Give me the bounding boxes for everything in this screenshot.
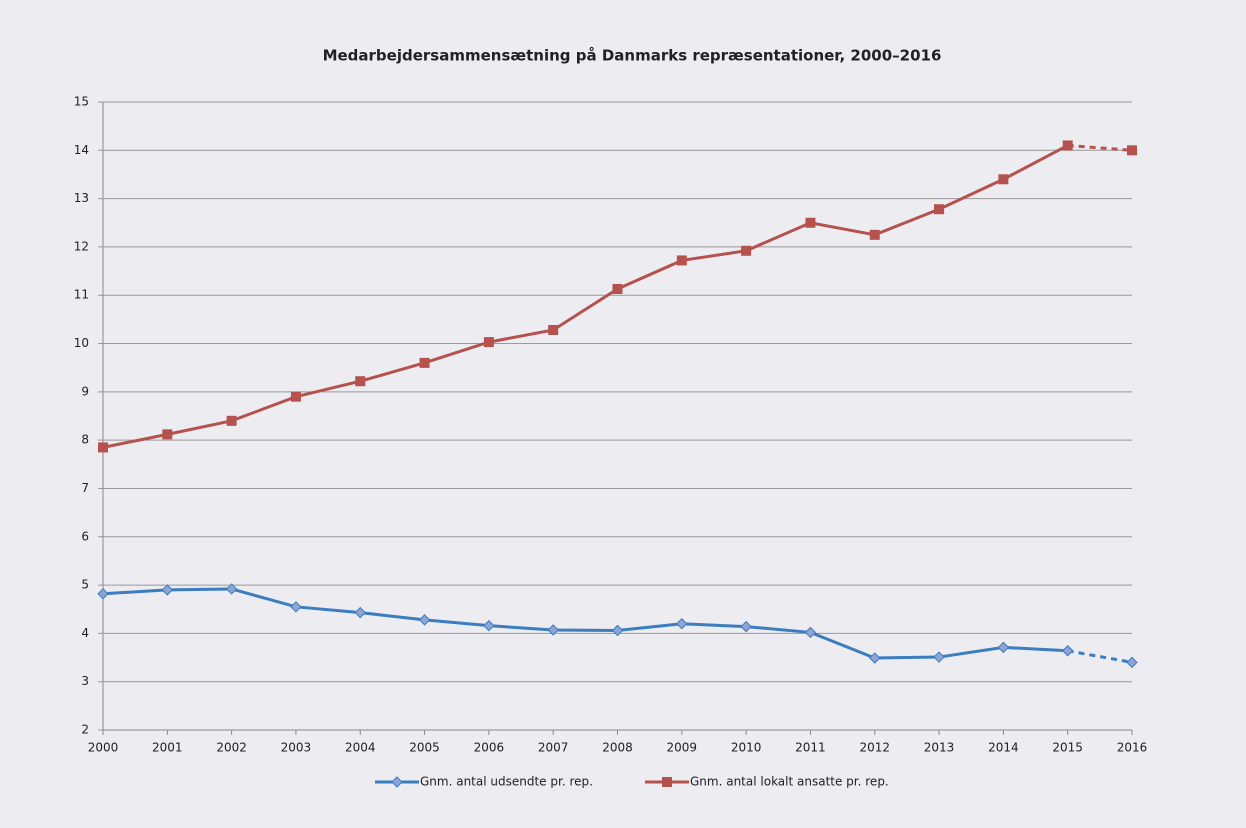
x-tick-label: 2001 xyxy=(152,741,183,755)
x-tick-label: 2005 xyxy=(409,741,440,755)
marker xyxy=(676,255,687,266)
marker xyxy=(548,325,559,336)
marker xyxy=(391,776,403,788)
x-tick-label: 2009 xyxy=(667,741,698,755)
y-tick-label: 11 xyxy=(74,288,89,302)
marker xyxy=(804,626,817,639)
marker xyxy=(1061,645,1074,657)
marker xyxy=(290,601,302,613)
marker xyxy=(740,620,752,633)
chart-title: Medarbejdersammensætning på Danmarks rep… xyxy=(323,47,942,65)
marker xyxy=(805,217,816,228)
y-tick-label: 13 xyxy=(74,191,89,205)
y-tick-label: 9 xyxy=(81,384,89,398)
y-tick-label: 12 xyxy=(74,239,89,253)
marker xyxy=(869,652,881,664)
x-tick-label: 2000 xyxy=(88,741,119,755)
marker xyxy=(226,415,237,426)
x-tick-label: 2006 xyxy=(474,741,505,755)
x-tick-label: 2008 xyxy=(602,741,633,755)
marker xyxy=(354,606,366,619)
marker xyxy=(611,624,624,637)
marker xyxy=(612,283,623,294)
marker xyxy=(934,204,945,215)
marker xyxy=(547,624,559,636)
series-line xyxy=(102,587,1068,660)
y-tick-label: 3 xyxy=(81,674,89,688)
y-tick-label: 15 xyxy=(74,95,89,109)
marker xyxy=(161,584,174,596)
y-tick-label: 14 xyxy=(74,143,89,157)
x-tick-label: 2014 xyxy=(988,741,1019,755)
marker xyxy=(1127,145,1137,156)
marker xyxy=(676,618,688,630)
marker xyxy=(1062,140,1073,151)
y-tick-label: 2 xyxy=(81,723,89,737)
marker xyxy=(162,429,173,440)
x-tick-label: 2011 xyxy=(795,741,826,755)
x-tick-label: 2013 xyxy=(924,741,955,755)
marker xyxy=(418,614,431,626)
marker xyxy=(997,641,1010,654)
marker xyxy=(998,174,1009,185)
marker xyxy=(225,583,238,595)
y-tick-label: 10 xyxy=(74,336,89,350)
marker xyxy=(483,337,494,348)
x-tick-label: 2007 xyxy=(538,741,569,755)
x-tick-label: 2012 xyxy=(859,741,890,755)
marker xyxy=(98,442,108,453)
x-tick-label: 2004 xyxy=(345,741,376,755)
marker xyxy=(419,357,430,368)
marker xyxy=(1126,656,1138,669)
y-tick-label: 6 xyxy=(81,529,89,543)
legend-label: Gnm. antal lokalt ansatte pr. rep. xyxy=(690,775,889,789)
x-tick-label: 2015 xyxy=(1052,741,1083,755)
series-line xyxy=(102,144,1069,449)
y-tick-label: 5 xyxy=(81,578,89,592)
marker xyxy=(741,245,752,256)
marker xyxy=(290,391,301,402)
marker xyxy=(483,619,495,632)
marker xyxy=(97,588,109,600)
x-tick-label: 2003 xyxy=(281,741,312,755)
x-tick-label: 2016 xyxy=(1117,741,1148,755)
marker xyxy=(933,651,945,663)
y-tick-label: 4 xyxy=(81,626,89,640)
y-tick-label: 8 xyxy=(81,433,89,447)
marker xyxy=(355,376,366,387)
x-tick-label: 2002 xyxy=(216,741,247,755)
x-tick-label: 2010 xyxy=(731,741,762,755)
legend-label: Gnm. antal udsendte pr. rep. xyxy=(420,775,593,789)
marker xyxy=(662,777,672,787)
y-tick-label: 7 xyxy=(81,481,89,495)
marker xyxy=(869,229,880,240)
